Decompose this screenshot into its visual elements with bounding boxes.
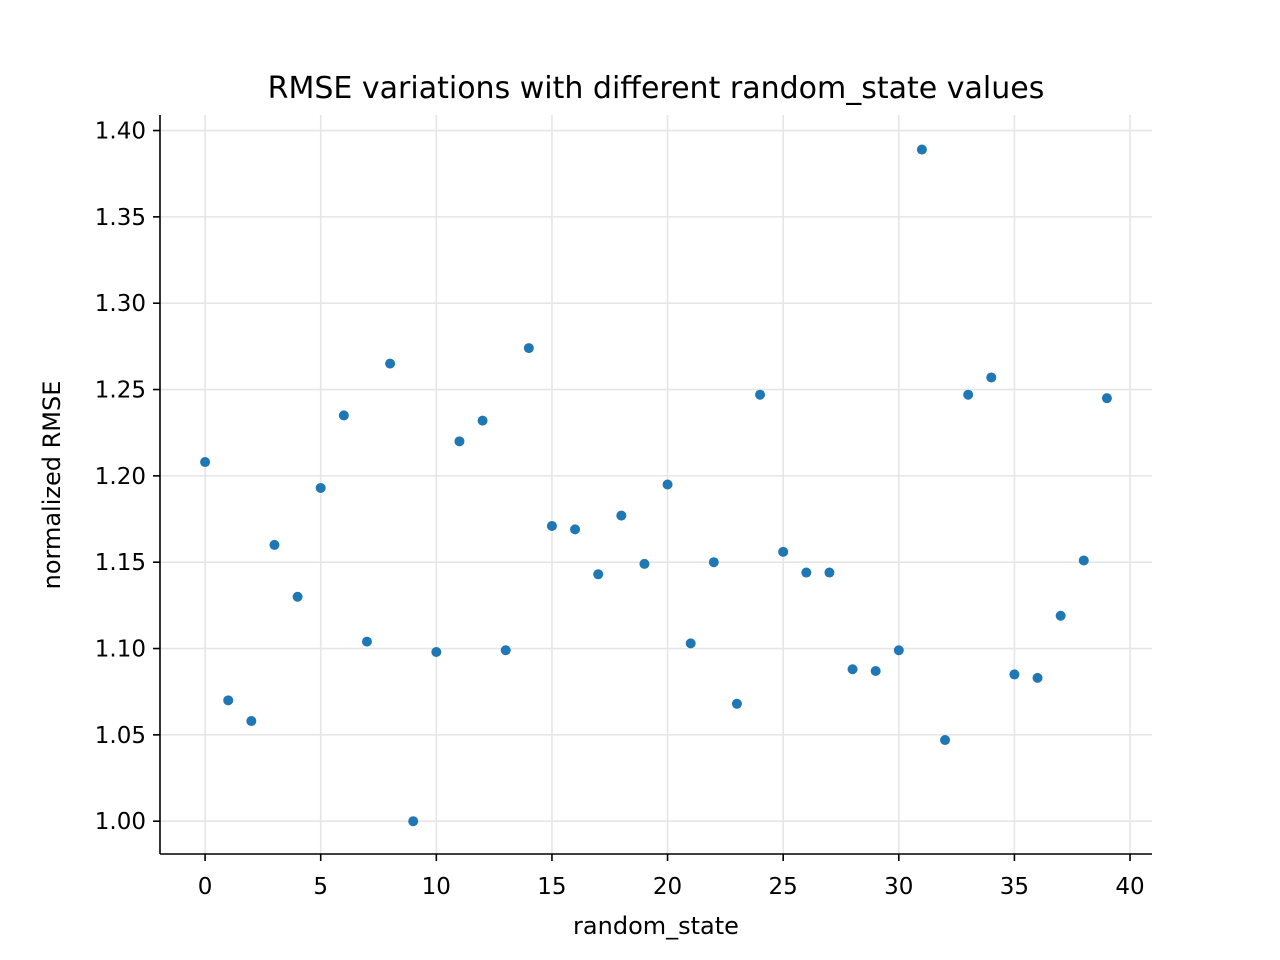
data-point (500, 645, 511, 656)
x-tick-label: 0 (198, 874, 213, 900)
data-point (546, 520, 557, 531)
data-point (200, 457, 211, 468)
data-point (1101, 393, 1112, 404)
data-point (662, 479, 673, 490)
grid-layer (160, 115, 1152, 854)
x-tick-label: 25 (769, 874, 798, 900)
data-point (986, 372, 997, 383)
y-tick-label: 1.00 (95, 809, 146, 835)
data-point (570, 524, 581, 535)
x-tick-label: 15 (537, 874, 566, 900)
data-point (361, 636, 372, 647)
data-point (916, 144, 927, 155)
x-tick-label: 5 (313, 874, 328, 900)
data-point (778, 546, 789, 557)
data-point (639, 558, 650, 569)
x-tick-label: 35 (1000, 874, 1029, 900)
data-point (1078, 555, 1089, 566)
y-tick-label: 1.10 (95, 637, 146, 663)
data-point (755, 389, 766, 400)
y-tick-label: 1.25 (95, 378, 146, 404)
data-point (1009, 669, 1020, 680)
data-point (431, 646, 442, 657)
data-point (477, 415, 488, 426)
data-point (223, 695, 234, 706)
x-axis-label: random_state (573, 912, 739, 940)
axes-spines (159, 115, 1152, 855)
data-point (731, 698, 742, 709)
data-point (523, 343, 534, 354)
data-point (963, 389, 974, 400)
data-point (246, 716, 257, 727)
y-tick-label: 1.30 (95, 291, 146, 317)
data-point (616, 510, 627, 521)
data-point (847, 664, 858, 675)
x-tick-label: 40 (1115, 874, 1144, 900)
data-point (1032, 672, 1043, 683)
data-points (200, 144, 1112, 827)
data-point (801, 567, 812, 578)
data-point (338, 410, 349, 421)
data-point (315, 482, 326, 493)
data-point (593, 569, 604, 580)
tick-layer: 0 5 10 15 20 25 30 35 40 1.00 1.05 1.10 1.15 1.20 1.25… (95, 119, 1145, 900)
data-point (870, 665, 881, 676)
data-point (1055, 610, 1066, 621)
data-point (385, 358, 396, 369)
data-point (454, 436, 465, 447)
data-point (824, 567, 835, 578)
data-point (940, 735, 951, 746)
data-point (708, 557, 719, 568)
data-point (685, 638, 696, 649)
y-tick-label: 1.05 (95, 723, 146, 749)
data-point (292, 591, 303, 602)
y-axis-label: normalized RMSE (38, 381, 66, 590)
y-tick-label: 1.35 (95, 205, 146, 231)
data-point (893, 645, 904, 656)
y-tick-label: 1.40 (95, 119, 146, 145)
y-tick-label: 1.15 (95, 550, 146, 576)
y-tick-label: 1.20 (95, 464, 146, 490)
x-tick-label: 20 (653, 874, 682, 900)
x-tick-label: 10 (422, 874, 451, 900)
chart-title: RMSE variations with different random_st… (268, 71, 1045, 106)
x-tick-label: 30 (884, 874, 913, 900)
data-point (408, 816, 419, 827)
data-point (269, 539, 280, 550)
